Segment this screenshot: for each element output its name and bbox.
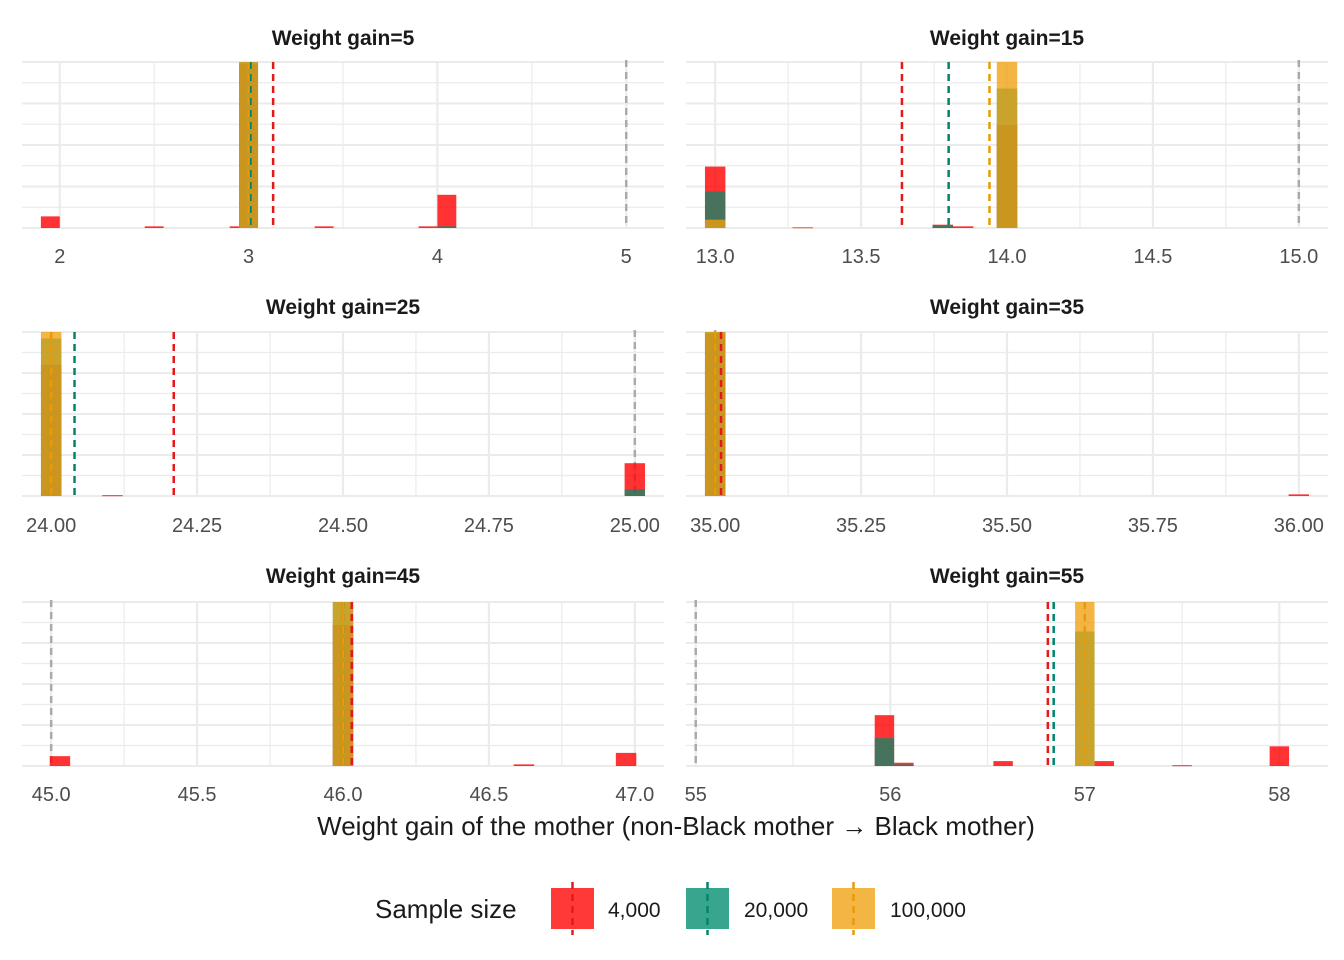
x-tick-label: 47.0 [615,784,654,806]
x-tick-label: 13.5 [842,246,881,268]
x-tick-label: 2 [54,246,65,268]
histogram-bar [953,226,974,228]
histogram-bar [40,332,62,496]
histogram-bar [615,752,637,766]
x-tick-label: 56 [879,784,901,806]
histogram-bar [314,226,334,228]
histogram-bar [1075,602,1095,766]
x-tick-label: 35.50 [982,515,1032,537]
histogram-bar [996,62,1018,228]
histogram-bar [624,489,646,496]
histogram-bar [144,226,164,228]
histogram-bar [792,227,813,229]
histogram-bar [704,191,726,228]
histogram-bar [1172,765,1192,767]
histogram-bar [874,738,895,766]
histogram-bar [437,226,457,228]
histogram-bar [932,225,954,228]
histogram-bar [1269,746,1290,766]
histogram-bar [1094,761,1114,766]
facet-title: Weight gain=5 [272,27,415,50]
x-tick-label: 35.25 [836,515,886,537]
x-axis-title: Weight gain of the mother (non-Black mot… [317,811,1035,841]
facet-panel: Weight gain=5 2 3 4 5 [22,27,664,268]
facet-panel: Weight gain=55 55 56 57 58 [685,565,1328,806]
histogram-bar [332,602,354,766]
facet-panel: Weight gain=45 45.0 45.5 46.0 46.5 47.0 [22,565,664,806]
x-tick-label: 3 [243,246,254,268]
histogram-bar [704,219,726,228]
x-tick-label: 57 [1074,784,1096,806]
histogram-bar [993,761,1013,766]
histogram-bar [1288,494,1310,496]
x-tick-label: 24.75 [464,515,514,537]
facet-title: Weight gain=15 [930,27,1085,50]
x-tick-label: 58 [1268,784,1290,806]
histogram-bar [102,495,123,497]
facet-title: Weight gain=45 [266,565,421,588]
legend-title: Sample size [375,894,517,924]
x-tick-label: 4 [432,246,443,268]
legend-label: 4,000 [608,899,661,922]
facet-title: Weight gain=55 [930,565,1085,588]
histogram-bar [49,756,71,766]
x-tick-label: 45.5 [178,784,217,806]
x-tick-label: 15.0 [1279,246,1318,268]
legend-label: 20,000 [744,899,808,922]
facet-panel: Weight gain=35 35.00 35.25 35.50 35.75 36.00 [686,296,1328,537]
x-tick-label: 13.0 [696,246,735,268]
legend-label: 100,000 [890,899,966,922]
x-tick-label: 46.0 [324,784,363,806]
histogram-bar [513,764,535,766]
facet-panel: Weight gain=15 13.0 13.5 14.0 14.5 15.0 [686,27,1328,268]
x-tick-label: 35.00 [690,515,740,537]
x-tick-label: 24.00 [26,515,76,537]
facet-title: Weight gain=25 [266,296,421,319]
x-tick-label: 45.0 [32,784,71,806]
x-tick-label: 36.00 [1274,515,1324,537]
facet-title: Weight gain=35 [930,296,1085,319]
histogram-bar [418,226,438,228]
histogram-bar [239,62,259,228]
histogram-bar [894,764,914,766]
x-tick-label: 25.00 [610,515,660,537]
x-tick-label: 24.25 [172,515,222,537]
x-tick-label: 24.50 [318,515,368,537]
x-tick-label: 55 [685,784,707,806]
legend: Sample size 4,000 20,000 100,000 [375,882,966,935]
x-tick-label: 46.5 [469,784,508,806]
histogram-bar [40,216,60,228]
facet-panel: Weight gain=25 24.00 24.25 24.50 24.75 25.00 [22,296,664,537]
histogram-bar [437,194,457,228]
x-tick-label: 14.0 [988,246,1027,268]
histogram-bar [624,463,646,496]
x-tick-label: 14.5 [1133,246,1172,268]
x-tick-label: 35.75 [1128,515,1178,537]
facet-panels: Weight gain=5 2 3 4 5 Weight gain=15 13.0 13.5 1… [22,27,1328,806]
x-tick-label: 5 [621,246,632,268]
